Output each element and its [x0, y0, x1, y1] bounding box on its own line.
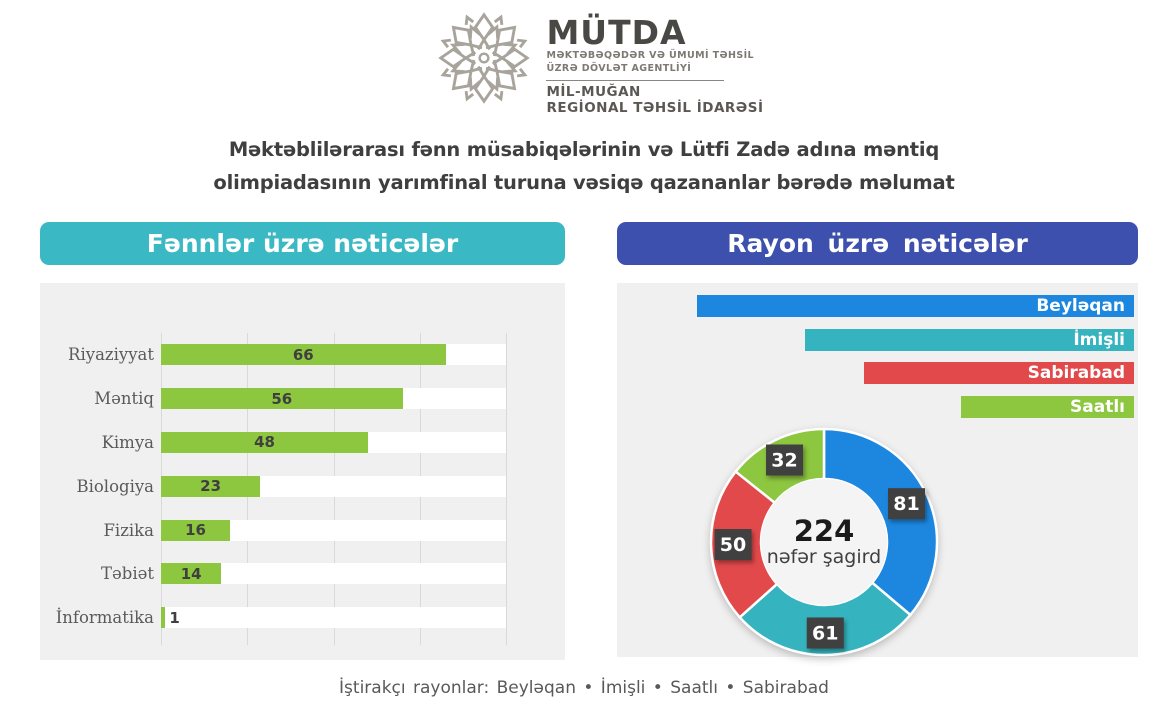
subjects-chart-panel: Riyaziyyat 66 Məntiq 56 Kimya 48 Biologiya 23 Fi…	[40, 283, 565, 660]
bar-row: İnformatika 1	[40, 596, 565, 640]
legend-bar: Sabirabad	[864, 362, 1134, 384]
bar-category-label: Kimya	[101, 432, 154, 452]
page-title: Məktəblilərarası fənn müsabiqələrinin və…	[0, 133, 1168, 199]
flake-spoke	[474, 12, 495, 43]
bar-value-label: 16	[185, 521, 206, 540]
subjects-bar-chart: Riyaziyyat 66 Məntiq 56 Kimya 48 Biologiya 23 Fi…	[40, 333, 565, 640]
agency-logo-flake-icon	[438, 12, 531, 104]
flake-spoke	[469, 23, 482, 39]
agency-logo: MÜTDA MƏKTƏBƏQƏDƏR VƏ ÜMUMİ TƏHSİL ÜZRƏ …	[16, 10, 1168, 116]
bar-fill	[161, 607, 166, 629]
legend-bar: İmişli	[805, 328, 1134, 351]
bar-track: 23	[161, 475, 506, 497]
bar-row: Kimya 48	[40, 421, 565, 465]
bar-track: 14	[161, 563, 506, 585]
flake-spoke	[494, 90, 504, 102]
legend-bar: Beyləqan	[697, 295, 1134, 317]
bar-value-label: 48	[254, 433, 275, 452]
bar-category-label: Fizika	[103, 520, 154, 540]
rayon-chart-panel: Beyləqan İmişli Sabirabad Saatlı 224 nəfər ş…	[617, 283, 1138, 657]
subjects-panel-header: Fənnlər üzrə nəticələr	[40, 222, 565, 265]
flake-spoke	[494, 14, 504, 26]
bar-row: Fizika 16	[40, 508, 565, 552]
bar-category-label: Təbiət	[100, 564, 154, 584]
participants-caption: İştirakçı rayonlar: Beyləqan • İmişli • …	[339, 678, 829, 698]
flake-spoke	[465, 14, 475, 26]
flake-spoke	[450, 60, 466, 74]
flake-spoke	[465, 90, 475, 102]
page-title-line2: olimpiadasının yarımfinal turuna vəsiqə …	[213, 171, 955, 194]
flake-spoke	[503, 60, 519, 74]
flake-spoke	[469, 43, 483, 57]
legend-bar: Saatlı	[961, 395, 1134, 418]
flake-spoke	[450, 42, 466, 56]
flake-spoke	[517, 38, 528, 49]
bar-fill	[161, 475, 261, 497]
donut-hole	[761, 479, 887, 605]
bar-row: Məntiq 56	[40, 377, 565, 421]
donut-value-callout-box	[806, 617, 844, 649]
bar-fill	[161, 563, 222, 585]
flake-spoke	[487, 77, 500, 93]
bar-fill	[161, 431, 368, 453]
page-title-line1: Məktəblilərarası fənn müsabiqələrinin və…	[228, 138, 940, 161]
donut-center-caption: nəfər şagird	[767, 546, 881, 568]
bar-value-label: 66	[292, 345, 314, 364]
logo-subtitle-line2: ÜZRƏ DÖVLƏT AGENTLİYİ	[546, 63, 692, 75]
donut-slices	[709, 427, 939, 657]
donut-value-callout-box	[714, 529, 752, 561]
bar-row: Riyaziyyat 66	[40, 333, 565, 377]
agency-logo-text: MÜTDA MƏKTƏBƏQƏDƏR VƏ ÜMUMİ TƏHSİL ÜZRƏ …	[546, 10, 763, 116]
bar-fill	[161, 344, 446, 366]
bar-track: 48	[161, 431, 506, 453]
bar-value-label: 23	[200, 477, 222, 496]
donut-value-callout-box	[888, 488, 926, 520]
logo-org-line2: REGİONAL TƏHSİL İDARƏSİ	[546, 99, 764, 116]
donut-value-label: 81	[893, 493, 919, 515]
logo-divider	[546, 79, 725, 81]
bar-track: 66	[161, 344, 506, 366]
logo-org-line1: MİL-MUĞAN	[546, 83, 641, 100]
flake-center-dot	[478, 52, 490, 64]
donut-value-callout-box	[766, 444, 804, 476]
flake-spoke	[440, 38, 452, 49]
bar-track: 56	[161, 388, 506, 410]
bar-category-label: Riyaziyyat	[68, 345, 154, 365]
flake-spoke	[503, 42, 519, 56]
bar-track: 16	[161, 519, 506, 541]
logo-acronym: MÜTDA	[546, 13, 687, 52]
flake-spoke	[487, 23, 500, 39]
donut-value-label: 61	[812, 622, 838, 644]
flake-spoke	[469, 77, 482, 93]
donut-value-label: 50	[720, 534, 746, 556]
donut-value-labels: 81 61 50 32	[714, 444, 926, 649]
bar-value-label: 1	[169, 608, 180, 627]
flake-spoke	[517, 67, 528, 78]
gridline	[506, 333, 507, 645]
flake-spoke	[438, 47, 469, 69]
bar-category-label: Biologiya	[76, 476, 154, 496]
logo-subtitle-line1: MƏKTƏBƏQƏDƏR VƏ ÜMUMİ TƏHSİL	[546, 50, 754, 61]
bar-track: 1	[161, 607, 506, 629]
bar-value-label: 14	[180, 564, 202, 583]
bar-category-label: İnformatika	[55, 608, 154, 628]
donut-value-label: 32	[771, 450, 797, 472]
bar-row: Təbiət 14	[40, 552, 565, 596]
rayon-panel-header: Rayon üzrə nəticələr	[617, 222, 1138, 265]
bar-row: Biologiya 23	[40, 464, 565, 508]
donut-center-total: 224	[794, 514, 855, 548]
flake-spoke	[474, 73, 495, 104]
bar-value-label: 56	[271, 389, 293, 408]
flake-spoke	[440, 67, 452, 78]
bar-fill	[161, 388, 403, 410]
flake-spoke	[500, 47, 531, 69]
bar-category-label: Məntiq	[94, 389, 154, 409]
bar-fill	[161, 519, 230, 541]
